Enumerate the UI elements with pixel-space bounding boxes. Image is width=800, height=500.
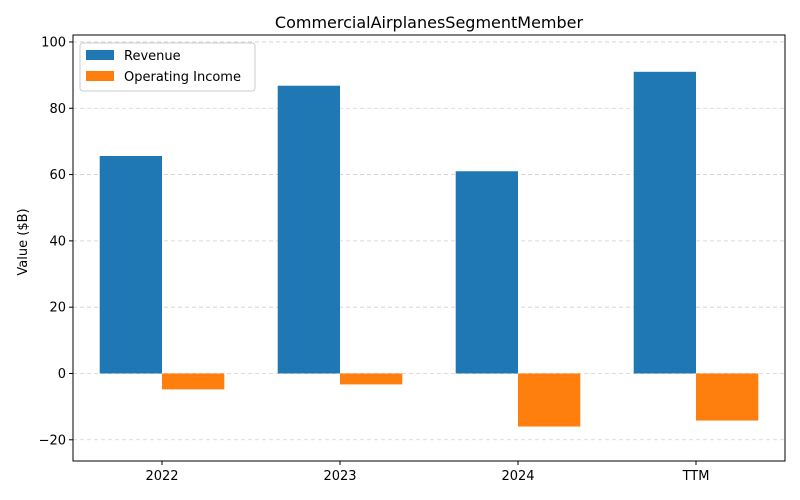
y-tick-label: 20 bbox=[49, 301, 66, 316]
y-tick-label: 40 bbox=[49, 234, 66, 249]
x-tick-label: TTM bbox=[682, 469, 710, 484]
plot-frame bbox=[72, 34, 786, 462]
bar-operating-income bbox=[518, 373, 581, 427]
legend-swatch bbox=[86, 50, 114, 60]
legend-swatch bbox=[86, 71, 114, 81]
legend-label: Operating Income bbox=[124, 70, 241, 85]
y-axis-ticks: −20 0 20 40 60 80 100 bbox=[39, 35, 73, 448]
y-tick-label: 0 bbox=[58, 367, 66, 382]
chart-title: CommercialAirplanesSegmentMember bbox=[275, 13, 584, 32]
bar-operating-income bbox=[696, 373, 759, 421]
bar-operating-income bbox=[340, 373, 403, 385]
x-axis-ticks: 2022 2023 2024 TTM bbox=[145, 461, 709, 484]
y-tick-label: 100 bbox=[41, 35, 66, 50]
y-tick-label: −20 bbox=[39, 433, 66, 448]
bars-group bbox=[99, 71, 759, 427]
legend-frame bbox=[79, 42, 256, 92]
bar-operating-income bbox=[162, 373, 225, 390]
bar-revenue bbox=[99, 156, 162, 374]
y-axis-label: Value ($B) bbox=[16, 208, 31, 275]
x-tick-label: 2022 bbox=[145, 469, 178, 484]
x-tick-label: 2024 bbox=[501, 469, 534, 484]
x-tick-label: 2023 bbox=[323, 469, 356, 484]
legend: Revenue Operating Income bbox=[79, 42, 256, 92]
legend-label: Revenue bbox=[124, 49, 181, 64]
y-tick-label: 80 bbox=[49, 102, 66, 117]
bar-revenue bbox=[633, 71, 696, 374]
y-tick-label: 60 bbox=[49, 168, 66, 183]
bar-revenue bbox=[455, 171, 518, 374]
bar-revenue bbox=[277, 85, 340, 374]
